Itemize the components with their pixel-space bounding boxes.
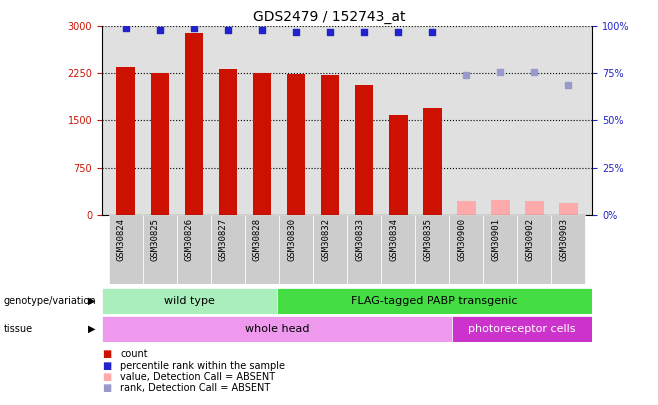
Bar <box>177 215 211 284</box>
Point <box>257 27 267 33</box>
Bar <box>483 215 517 284</box>
Text: GSM30903: GSM30903 <box>559 218 569 261</box>
Text: ▶: ▶ <box>88 324 95 334</box>
Text: GSM30830: GSM30830 <box>287 218 296 261</box>
Point <box>563 81 574 88</box>
Text: whole head: whole head <box>245 324 309 334</box>
Bar <box>517 215 551 284</box>
Bar <box>116 67 135 215</box>
Bar <box>423 108 442 215</box>
Point <box>359 29 369 35</box>
Bar <box>525 200 544 215</box>
Bar <box>457 201 476 215</box>
Text: ■: ■ <box>102 384 111 393</box>
Bar <box>313 215 347 284</box>
Bar <box>253 73 271 215</box>
Text: GSM30900: GSM30900 <box>457 218 467 261</box>
Text: wild type: wild type <box>164 296 215 306</box>
Bar <box>320 75 340 215</box>
Point <box>393 29 403 35</box>
Text: GSM30828: GSM30828 <box>253 218 262 261</box>
Text: GSM30825: GSM30825 <box>151 218 160 261</box>
Text: GSM30832: GSM30832 <box>321 218 330 261</box>
Bar <box>279 215 313 284</box>
Text: GSM30824: GSM30824 <box>117 218 126 261</box>
Point <box>529 68 540 75</box>
Text: ■: ■ <box>102 350 111 359</box>
Point <box>325 29 336 35</box>
Bar <box>389 115 407 215</box>
Point <box>427 29 438 35</box>
Text: value, Detection Call = ABSENT: value, Detection Call = ABSENT <box>120 372 276 382</box>
Bar <box>102 316 452 342</box>
Bar <box>347 215 381 284</box>
Text: GDS2479 / 152743_at: GDS2479 / 152743_at <box>253 10 405 24</box>
Bar <box>381 215 415 284</box>
Bar <box>415 215 449 284</box>
Bar <box>211 215 245 284</box>
Text: GSM30826: GSM30826 <box>185 218 194 261</box>
Text: tissue: tissue <box>3 324 32 334</box>
Bar <box>184 33 203 215</box>
Text: ■: ■ <box>102 361 111 371</box>
Text: FLAG-tagged PABP transgenic: FLAG-tagged PABP transgenic <box>351 296 518 306</box>
Point <box>155 27 165 33</box>
Bar <box>218 69 238 215</box>
Bar <box>452 316 592 342</box>
Bar <box>245 215 279 284</box>
Text: count: count <box>120 350 148 359</box>
Text: GSM30835: GSM30835 <box>423 218 432 261</box>
Bar <box>559 203 578 215</box>
Text: percentile rank within the sample: percentile rank within the sample <box>120 361 286 371</box>
Text: GSM30827: GSM30827 <box>219 218 228 261</box>
Bar <box>143 215 177 284</box>
Bar <box>491 200 510 215</box>
Text: rank, Detection Call = ABSENT: rank, Detection Call = ABSENT <box>120 384 270 393</box>
Text: genotype/variation: genotype/variation <box>3 296 96 306</box>
Text: GSM30902: GSM30902 <box>525 218 534 261</box>
Bar <box>551 215 586 284</box>
Text: ▶: ▶ <box>88 296 95 306</box>
Point <box>461 72 472 79</box>
Bar <box>287 74 305 215</box>
Point <box>120 25 131 32</box>
Bar <box>449 215 483 284</box>
Text: GSM30901: GSM30901 <box>492 218 500 261</box>
Point <box>222 27 233 33</box>
Bar <box>355 85 374 215</box>
Bar <box>102 288 277 314</box>
Point <box>291 29 301 35</box>
Text: photoreceptor cells: photoreceptor cells <box>468 324 576 334</box>
Point <box>189 25 199 32</box>
Bar <box>277 288 592 314</box>
Text: ■: ■ <box>102 372 111 382</box>
Text: GSM30834: GSM30834 <box>389 218 398 261</box>
Bar <box>151 73 169 215</box>
Point <box>495 68 505 75</box>
Text: GSM30833: GSM30833 <box>355 218 364 261</box>
Bar <box>109 215 143 284</box>
